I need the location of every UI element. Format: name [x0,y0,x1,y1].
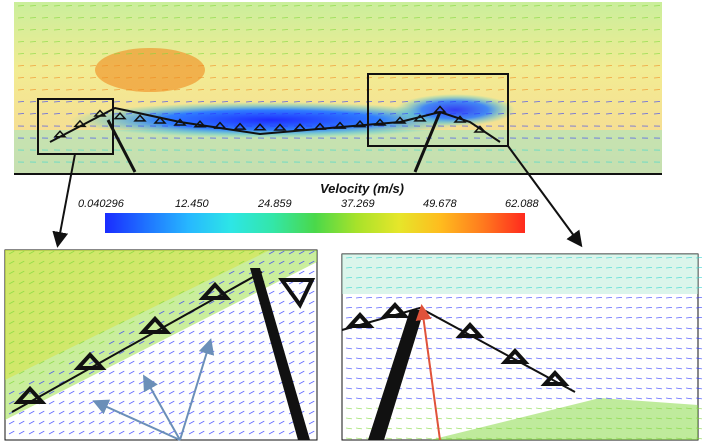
low-velocity-wake [70,102,470,138]
legend-tick-5: 62.088 [505,198,539,210]
support-beam-right [368,310,424,440]
zoom-arrow-right [507,145,583,248]
legend-title: Velocity (m/s) [319,181,405,196]
stagnation-hotspot [95,48,205,92]
surface-edge-left [11,271,263,413]
zoom-box-left [37,98,114,155]
zoom-panel-right [341,253,703,441]
zoom-box-right [367,73,509,147]
legend-tick-0: 0.040296 [78,198,124,210]
velocity-vectors-left [8,250,315,435]
separation-arrow [415,304,441,441]
legend-tick-1: 12.450 [175,198,209,210]
vortex-arrow-2 [143,374,181,441]
legend-tick-3: 37.269 [341,198,375,210]
fin-array [53,105,487,138]
velocity-colorbar [105,213,525,233]
low-velocity-wake-aft [395,94,515,126]
ground-flow-region [14,130,662,174]
rear-support [413,111,442,173]
fins-right [345,302,570,386]
fins-left [13,281,232,404]
zoom-arrow-left [52,153,76,248]
support-beam-left [250,268,310,440]
zoom-panel-left [4,249,318,441]
fin-partial-left [278,278,316,309]
vortex-arrow-3 [179,338,215,441]
velocity-vectors [17,5,661,163]
vortex-arrow-1 [92,399,181,441]
legend-tick-4: 49.678 [423,198,457,210]
legend-tick-2: 24.859 [258,198,292,210]
overview-panel [14,2,662,248]
surface-profile [49,106,501,143]
